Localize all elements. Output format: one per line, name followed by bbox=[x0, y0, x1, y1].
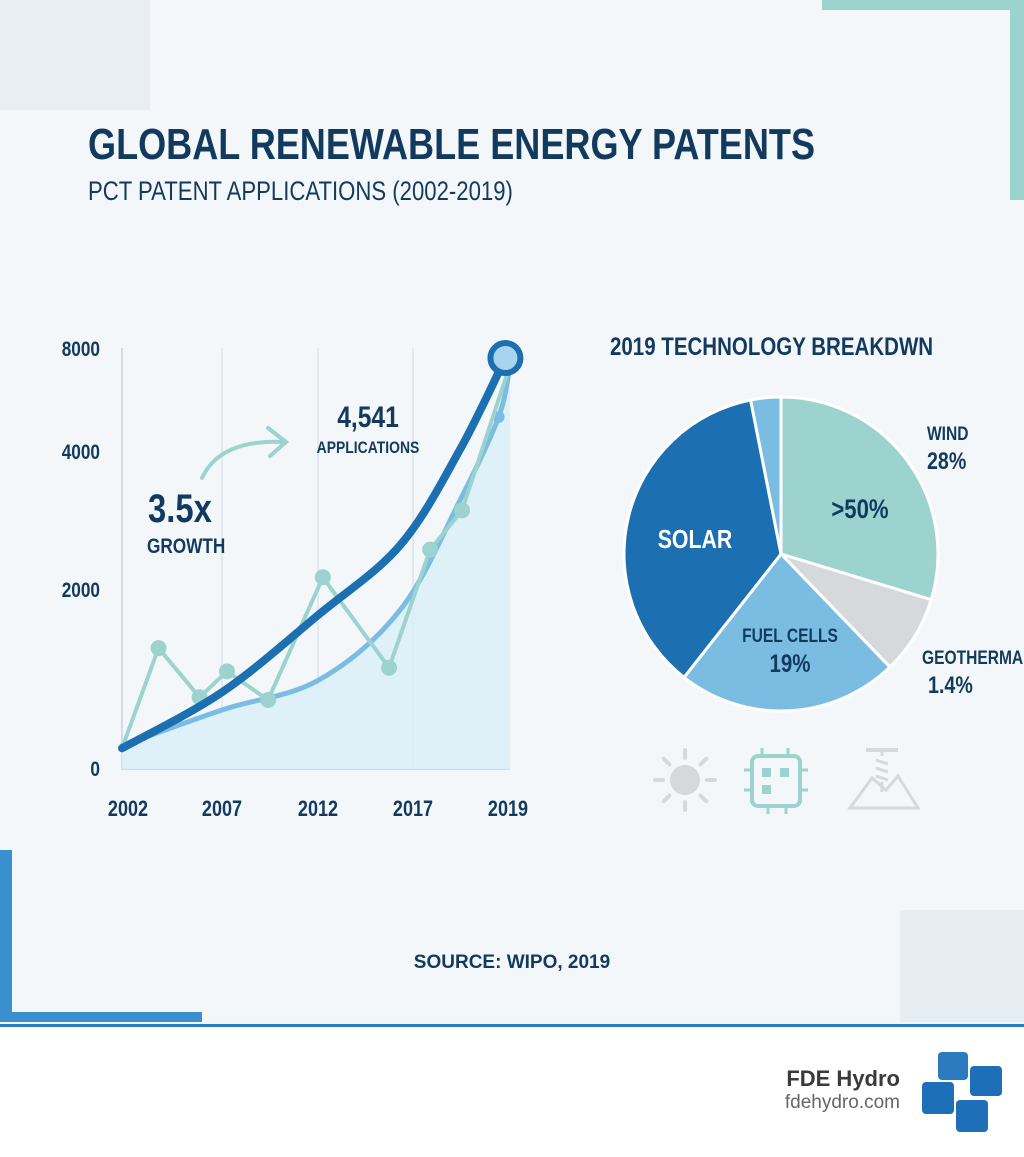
area-fill bbox=[122, 364, 510, 769]
corner-bar-right bbox=[1010, 0, 1024, 200]
teal-point bbox=[422, 541, 439, 558]
geothermal-drill-icon bbox=[847, 748, 921, 810]
solar-label: SOLAR bbox=[658, 525, 733, 555]
fuel-cell-chip-icon bbox=[744, 748, 808, 814]
endpoint-marker bbox=[487, 340, 524, 377]
page-title: GLOBAL RENEWABLE ENERGY PATENTS bbox=[88, 120, 816, 169]
teal-point bbox=[381, 659, 398, 676]
pie-slice-solar bbox=[622, 398, 783, 680]
geothermal-value: 1.4% bbox=[928, 671, 973, 698]
dark-blue-trend-curve bbox=[118, 354, 510, 753]
brand-url: fdehydro.com bbox=[784, 1092, 900, 1113]
x-tick-label: 2002 bbox=[108, 797, 148, 821]
line-chart: 8000 4000 2000 0 2002 2007 2012 2017 2019 3.5x GRO… bbox=[62, 339, 528, 822]
teal-point bbox=[150, 640, 167, 657]
x-tick-label: 2007 bbox=[202, 797, 242, 821]
x-tick-label: 2019 bbox=[488, 797, 528, 821]
growth-value: 3.5x bbox=[148, 486, 212, 531]
corner-shape-top-left bbox=[0, 0, 150, 110]
fuel-cells-label: FUEL CELLS bbox=[742, 625, 838, 647]
footer bbox=[0, 1024, 1024, 1157]
teal-point bbox=[314, 569, 331, 586]
teal-point bbox=[218, 663, 235, 680]
sun-ray bbox=[661, 793, 672, 804]
geothermal-label: GEOTHERMAL bbox=[922, 647, 1024, 669]
applications-label: APPLICATIONS bbox=[317, 439, 420, 458]
sun-ray bbox=[698, 793, 709, 804]
drill-bit bbox=[875, 750, 889, 792]
mountain bbox=[847, 773, 921, 810]
chip-cell bbox=[762, 785, 771, 794]
light-blue-curve bbox=[119, 362, 513, 749]
pie-slice-fuel-cells bbox=[681, 551, 893, 713]
teal-point bbox=[260, 691, 277, 708]
corner-bar-bottom-left-vertical bbox=[0, 850, 12, 1022]
y-tick-label: 8000 bbox=[62, 339, 100, 362]
applications-value: 4,541 bbox=[337, 400, 399, 434]
chip-cell bbox=[762, 768, 771, 777]
page-subtitle: PCT PATENT APPLICATIONS (2002-2019) bbox=[88, 176, 513, 206]
corner-shape-bottom-right bbox=[900, 910, 1024, 1022]
pie-title: 2019 TECHNOLOGY BREAKDWN bbox=[610, 332, 933, 360]
y-tick-label: 0 bbox=[90, 759, 100, 782]
brand-logo bbox=[922, 1052, 1002, 1132]
wind-inner-label: >50% bbox=[831, 495, 888, 525]
y-tick-label: 4000 bbox=[62, 442, 100, 465]
sun-ray bbox=[698, 756, 709, 767]
fuel-cells-value: 19% bbox=[769, 649, 810, 677]
sun-icon bbox=[653, 748, 717, 812]
pie-slice-wind bbox=[779, 395, 940, 602]
x-tick-label: 2012 bbox=[298, 797, 338, 821]
pie-slice-other bbox=[748, 395, 783, 555]
brand: FDE Hydro fdehydro.com bbox=[785, 1066, 900, 1114]
corner-bar-bottom-left-horizontal bbox=[0, 1012, 202, 1022]
wind-value: 28% bbox=[927, 447, 966, 474]
chip-body bbox=[750, 754, 802, 808]
chip-cell bbox=[780, 768, 789, 777]
sun-ray bbox=[661, 756, 672, 767]
source-note: SOURCE: WIPO, 2019 bbox=[413, 952, 611, 973]
sun-core bbox=[670, 765, 700, 795]
corner-bar-top-right bbox=[822, 0, 1024, 10]
growth-label: GROWTH bbox=[147, 536, 225, 559]
brand-name: FDE Hydro bbox=[786, 1066, 900, 1091]
teal-point bbox=[454, 502, 471, 519]
x-tick-label: 2017 bbox=[393, 797, 433, 821]
arrow-icon bbox=[200, 426, 290, 480]
wind-label: WIND bbox=[927, 423, 969, 445]
y-tick-label: 2000 bbox=[62, 580, 100, 603]
